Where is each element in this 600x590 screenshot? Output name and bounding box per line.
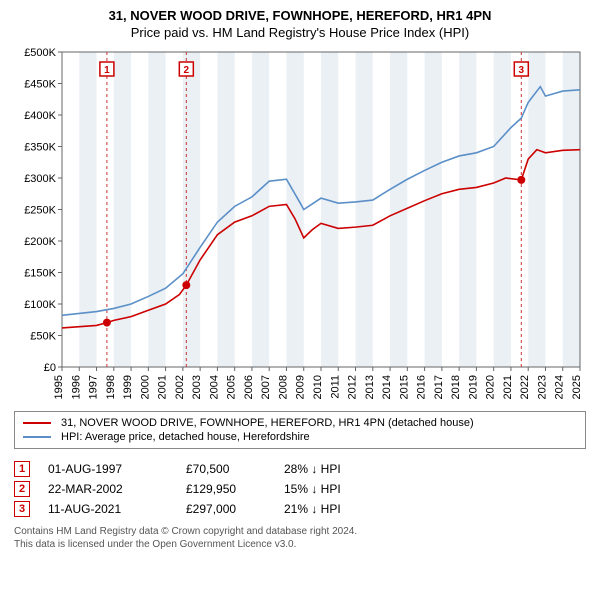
svg-text:2025: 2025	[571, 375, 583, 399]
svg-text:1999: 1999	[122, 375, 134, 399]
svg-text:£300K: £300K	[24, 173, 56, 185]
svg-text:2000: 2000	[139, 375, 151, 399]
legend: 31, NOVER WOOD DRIVE, FOWNHOPE, HEREFORD…	[14, 411, 586, 449]
chart-subtitle: Price paid vs. HM Land Registry's House …	[14, 25, 586, 40]
chart-title: 31, NOVER WOOD DRIVE, FOWNHOPE, HEREFORD…	[14, 8, 586, 23]
svg-text:2010: 2010	[312, 375, 324, 399]
svg-text:£150K: £150K	[24, 268, 56, 280]
chart-container: 31, NOVER WOOD DRIVE, FOWNHOPE, HEREFORD…	[0, 0, 600, 561]
svg-text:2009: 2009	[295, 375, 307, 399]
svg-text:2022: 2022	[519, 375, 531, 399]
transaction-price: £297,000	[186, 502, 266, 516]
svg-text:2007: 2007	[260, 375, 272, 399]
svg-text:2001: 2001	[157, 375, 169, 399]
svg-text:2: 2	[184, 65, 190, 76]
svg-text:£50K: £50K	[30, 331, 56, 343]
svg-text:2002: 2002	[174, 375, 186, 399]
transaction-date: 11-AUG-2021	[48, 502, 168, 516]
svg-text:2006: 2006	[243, 375, 255, 399]
svg-text:2019: 2019	[467, 375, 479, 399]
transaction-marker: 3	[14, 501, 30, 517]
transaction-price: £70,500	[186, 462, 266, 476]
svg-text:2003: 2003	[191, 375, 203, 399]
svg-text:2008: 2008	[277, 375, 289, 399]
svg-text:1998: 1998	[105, 375, 117, 399]
svg-text:2015: 2015	[398, 375, 410, 399]
svg-text:2013: 2013	[364, 375, 376, 399]
footer-line-2: This data is licensed under the Open Gov…	[14, 538, 586, 551]
transaction-hpi: 21% ↓ HPI	[284, 502, 384, 516]
plot-area: £0 £50K £100K £150K £200K £250K £300K £350K £400…	[14, 46, 586, 401]
transaction-hpi: 15% ↓ HPI	[284, 482, 384, 496]
legend-swatch-hpi	[23, 436, 51, 438]
transaction-marker: 2	[14, 481, 30, 497]
svg-text:£350K: £350K	[24, 142, 56, 154]
transaction-marker: 1	[14, 461, 30, 477]
svg-text:1995: 1995	[53, 375, 65, 399]
svg-text:2012: 2012	[347, 375, 359, 399]
svg-text:2024: 2024	[554, 375, 566, 399]
legend-label-hpi: HPI: Average price, detached house, Here…	[61, 431, 310, 443]
transaction-date: 22-MAR-2002	[48, 482, 168, 496]
svg-text:2011: 2011	[329, 375, 341, 399]
transaction-row: 3 11-AUG-2021 £297,000 21% ↓ HPI	[14, 499, 586, 519]
transaction-hpi: 28% ↓ HPI	[284, 462, 384, 476]
transactions-table: 1 01-AUG-1997 £70,500 28% ↓ HPI 2 22-MAR-2002…	[14, 459, 586, 519]
footer-line-1: Contains HM Land Registry data © Crown c…	[14, 525, 586, 538]
chart-svg: £0 £50K £100K £150K £200K £250K £300K £350K £400…	[14, 46, 586, 401]
svg-text:2005: 2005	[226, 375, 238, 399]
svg-text:1997: 1997	[88, 375, 100, 399]
svg-text:£250K: £250K	[24, 205, 56, 217]
footer: Contains HM Land Registry data © Crown c…	[14, 525, 586, 551]
transaction-date: 01-AUG-1997	[48, 462, 168, 476]
svg-text:£450K: £450K	[24, 79, 56, 91]
transaction-price: £129,950	[186, 482, 266, 496]
transaction-row: 2 22-MAR-2002 £129,950 15% ↓ HPI	[14, 479, 586, 499]
transaction-row: 1 01-AUG-1997 £70,500 28% ↓ HPI	[14, 459, 586, 479]
svg-text:2014: 2014	[381, 375, 393, 399]
svg-text:3: 3	[519, 65, 525, 76]
svg-text:£500K: £500K	[24, 47, 56, 59]
svg-text:£200K: £200K	[24, 236, 56, 248]
svg-text:2004: 2004	[208, 375, 220, 399]
svg-text:2016: 2016	[416, 375, 428, 399]
legend-row-property: 31, NOVER WOOD DRIVE, FOWNHOPE, HEREFORD…	[23, 416, 577, 430]
svg-text:£100K: £100K	[24, 299, 56, 311]
svg-text:2017: 2017	[433, 375, 445, 399]
svg-text:2023: 2023	[536, 375, 548, 399]
svg-text:2018: 2018	[450, 375, 462, 399]
svg-text:£400K: £400K	[24, 110, 56, 122]
svg-text:1996: 1996	[70, 375, 82, 399]
svg-text:2020: 2020	[485, 375, 497, 399]
legend-swatch-property	[23, 422, 51, 424]
legend-row-hpi: HPI: Average price, detached house, Here…	[23, 430, 577, 444]
svg-text:£0: £0	[44, 362, 56, 374]
svg-text:1: 1	[104, 65, 110, 76]
legend-label-property: 31, NOVER WOOD DRIVE, FOWNHOPE, HEREFORD…	[61, 417, 474, 429]
svg-text:2021: 2021	[502, 375, 514, 399]
